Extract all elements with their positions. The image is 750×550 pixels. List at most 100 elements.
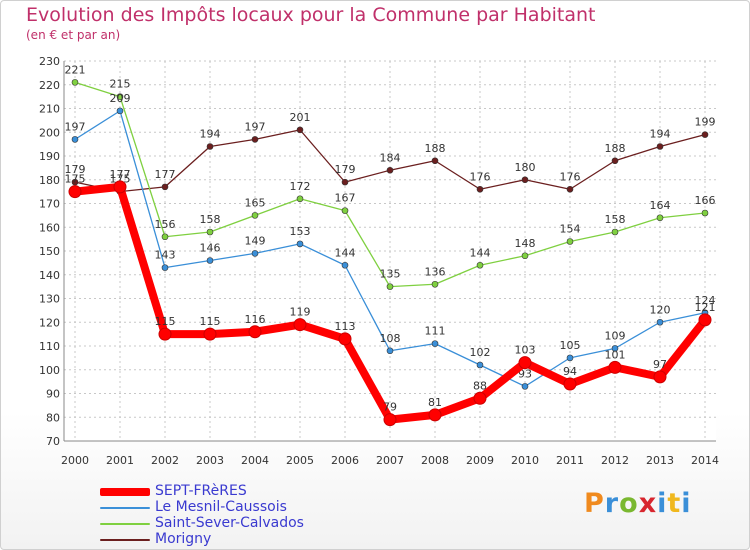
series-point-0 [158, 327, 172, 341]
series-point-3 [431, 157, 439, 165]
x-tick-label: 2003 [196, 454, 224, 467]
series-point-3 [296, 126, 304, 134]
data-label: 116 [245, 313, 266, 326]
series-point-2 [701, 209, 709, 217]
series-point-1 [251, 250, 259, 257]
series-point-0 [248, 325, 262, 339]
y-tick-label: 80 [46, 411, 60, 424]
y-tick-label: 190 [39, 150, 60, 163]
data-label: 194 [200, 128, 221, 141]
x-tick-label: 2001 [106, 454, 134, 467]
series-point-1 [296, 240, 304, 248]
series-point-3 [251, 136, 259, 143]
data-label: 113 [335, 320, 356, 333]
series-point-1 [161, 264, 169, 271]
data-label: 97 [653, 358, 667, 371]
series-point-1 [476, 361, 484, 369]
legend-label: Morigny [155, 531, 212, 547]
series-point-3 [341, 178, 349, 186]
series-point-3 [656, 143, 664, 150]
data-label: 175 [65, 173, 86, 186]
series-point-2 [296, 195, 304, 203]
y-tick-label: 110 [39, 340, 60, 353]
data-label: 199 [695, 116, 716, 129]
data-label: 188 [605, 142, 626, 155]
data-label: 180 [515, 161, 536, 174]
chart-title: Evolution des Impôts locaux pour la Comm… [26, 4, 596, 26]
series-point-3 [611, 157, 619, 165]
data-label: 108 [380, 332, 401, 345]
y-tick-label: 230 [39, 55, 60, 68]
data-label: 164 [650, 199, 671, 212]
series-point-0 [473, 391, 487, 405]
data-label: 102 [470, 346, 491, 359]
legend-label: SEPT-FRèRES [155, 483, 247, 499]
data-label: 94 [563, 365, 577, 378]
data-label: 146 [200, 242, 221, 255]
series-point-3 [206, 143, 214, 150]
chart-subtitle: (en € et par an) [26, 28, 121, 42]
series-point-2 [431, 280, 439, 288]
y-tick-label: 180 [39, 174, 60, 187]
data-label: 156 [155, 218, 176, 231]
data-label: 121 [695, 301, 716, 314]
series-point-1 [431, 340, 439, 347]
series-point-1 [341, 261, 349, 269]
series-point-1 [566, 354, 574, 362]
y-tick-label: 100 [39, 364, 60, 377]
x-tick-label: 2013 [646, 454, 674, 467]
y-tick-label: 120 [39, 316, 60, 329]
series-point-2 [251, 212, 259, 219]
data-label: 175 [110, 173, 131, 186]
series-point-1 [611, 345, 619, 352]
series-point-3 [521, 176, 529, 184]
legend-label: Saint-Sever-Calvados [155, 515, 304, 531]
data-label: 119 [290, 306, 311, 319]
data-label: 201 [290, 111, 311, 124]
x-tick-label: 2008 [421, 454, 449, 467]
series-point-0 [563, 377, 577, 391]
data-label: 179 [335, 163, 356, 176]
y-tick-label: 90 [46, 388, 60, 401]
series-point-0 [608, 360, 622, 374]
x-tick-label: 2005 [286, 454, 314, 467]
data-label: 172 [290, 180, 311, 193]
data-label: 167 [335, 192, 356, 205]
series-point-1 [656, 318, 664, 326]
series-point-2 [116, 93, 124, 100]
legend-swatch [100, 523, 150, 525]
series-point-3 [476, 185, 484, 193]
series-point-2 [161, 233, 169, 241]
series-point-1 [521, 383, 529, 390]
data-label: 144 [470, 246, 491, 259]
x-tick-label: 2006 [331, 454, 359, 467]
data-label: 154 [560, 223, 581, 236]
series-point-0 [293, 318, 307, 332]
legend-swatch [100, 539, 150, 541]
data-label: 115 [200, 315, 221, 328]
legend-label: Le Mesnil-Caussois [155, 499, 287, 515]
data-label: 197 [245, 120, 266, 133]
data-label: 184 [380, 151, 401, 164]
x-tick-label: 2012 [601, 454, 629, 467]
y-tick-label: 130 [39, 293, 60, 306]
series-point-0 [653, 370, 667, 384]
series-point-0 [68, 185, 82, 199]
data-label: 81 [428, 396, 442, 409]
series-point-3 [566, 185, 574, 193]
data-label: 165 [245, 196, 266, 209]
x-tick-label: 2004 [241, 454, 269, 467]
brand-logo: Proxiti [584, 488, 692, 519]
series-point-1 [386, 347, 394, 355]
y-tick-label: 70 [46, 435, 60, 448]
data-label: 136 [425, 265, 446, 278]
x-tick-label: 2007 [376, 454, 404, 467]
series-point-1 [206, 257, 214, 264]
y-tick-label: 160 [39, 221, 60, 234]
series-point-2 [521, 252, 529, 260]
data-label: 158 [200, 213, 221, 226]
series-point-3 [701, 131, 709, 138]
data-label: 111 [425, 325, 446, 338]
data-label: 221 [65, 63, 86, 76]
data-label: 88 [473, 379, 487, 392]
